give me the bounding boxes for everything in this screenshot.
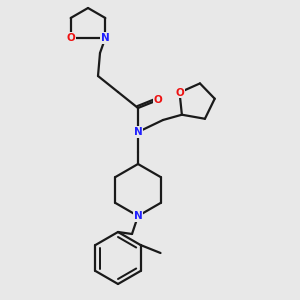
Text: N: N xyxy=(101,33,110,43)
Text: N: N xyxy=(134,127,142,137)
Text: O: O xyxy=(154,95,162,105)
Text: N: N xyxy=(134,211,142,221)
Text: O: O xyxy=(66,33,75,43)
Text: O: O xyxy=(175,88,184,98)
